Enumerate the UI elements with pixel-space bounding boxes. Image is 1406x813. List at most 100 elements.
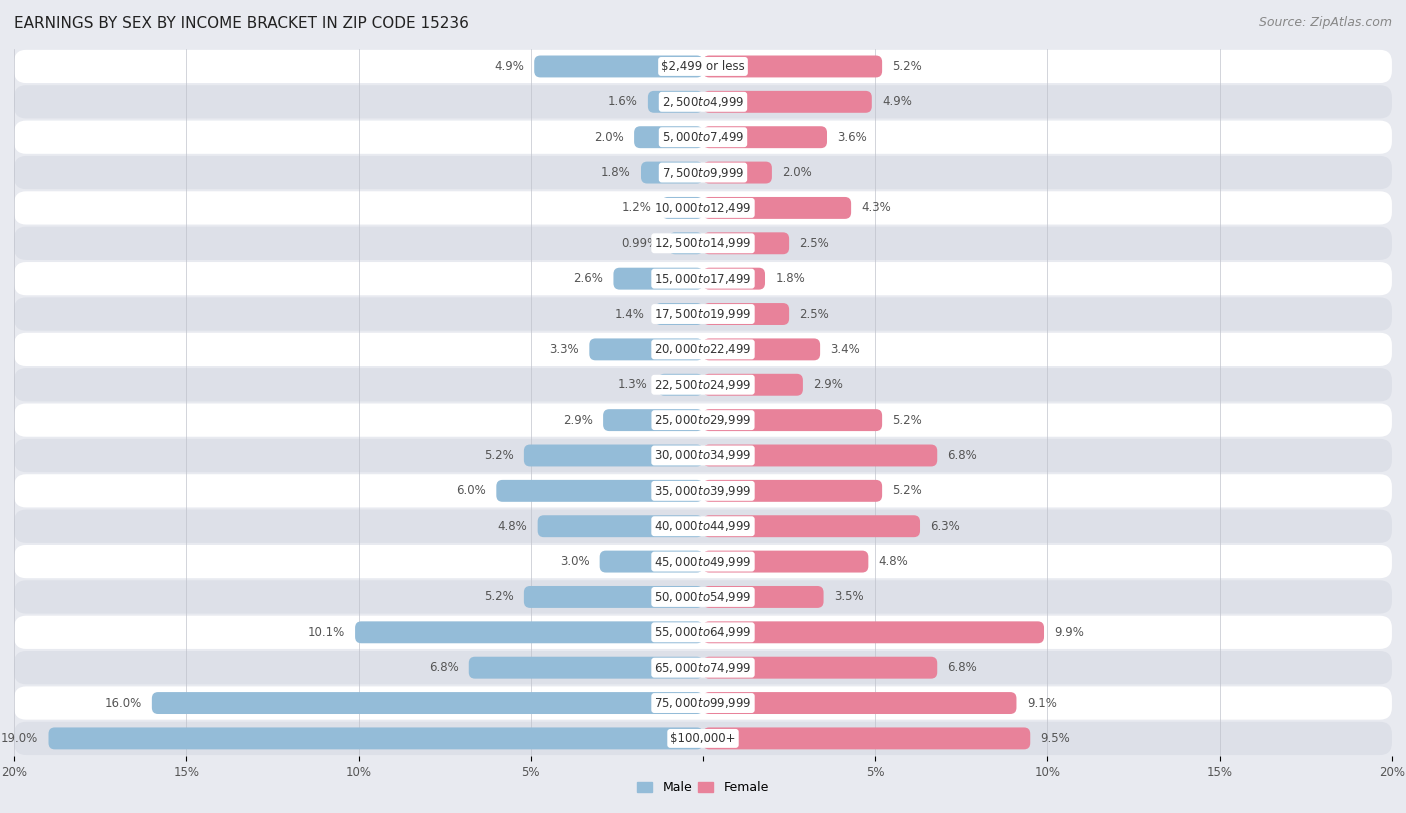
Text: 1.4%: 1.4%: [614, 307, 644, 320]
Text: 2.9%: 2.9%: [813, 378, 844, 391]
FancyBboxPatch shape: [648, 91, 703, 113]
FancyBboxPatch shape: [14, 580, 1392, 614]
FancyBboxPatch shape: [14, 545, 1392, 578]
Text: $45,000 to $49,999: $45,000 to $49,999: [654, 554, 752, 568]
Text: 3.0%: 3.0%: [560, 555, 589, 568]
Text: 6.8%: 6.8%: [429, 661, 458, 674]
Text: 2.0%: 2.0%: [782, 166, 813, 179]
Text: 2.6%: 2.6%: [574, 272, 603, 285]
Text: 3.6%: 3.6%: [838, 131, 868, 144]
FancyBboxPatch shape: [534, 55, 703, 77]
Text: 1.8%: 1.8%: [600, 166, 631, 179]
Text: $50,000 to $54,999: $50,000 to $54,999: [654, 590, 752, 604]
FancyBboxPatch shape: [14, 333, 1392, 366]
Text: EARNINGS BY SEX BY INCOME BRACKET IN ZIP CODE 15236: EARNINGS BY SEX BY INCOME BRACKET IN ZIP…: [14, 16, 470, 31]
FancyBboxPatch shape: [468, 657, 703, 679]
Text: $55,000 to $64,999: $55,000 to $64,999: [654, 625, 752, 639]
Text: 4.9%: 4.9%: [494, 60, 524, 73]
Text: 2.5%: 2.5%: [800, 307, 830, 320]
Text: 1.8%: 1.8%: [775, 272, 806, 285]
FancyBboxPatch shape: [703, 91, 872, 113]
Text: 5.2%: 5.2%: [893, 60, 922, 73]
FancyBboxPatch shape: [703, 550, 869, 572]
Text: $17,500 to $19,999: $17,500 to $19,999: [654, 307, 752, 321]
Text: 3.4%: 3.4%: [831, 343, 860, 356]
FancyBboxPatch shape: [655, 303, 703, 325]
FancyBboxPatch shape: [703, 515, 920, 537]
FancyBboxPatch shape: [599, 550, 703, 572]
FancyBboxPatch shape: [703, 233, 789, 254]
FancyBboxPatch shape: [152, 692, 703, 714]
FancyBboxPatch shape: [14, 615, 1392, 649]
Text: $40,000 to $44,999: $40,000 to $44,999: [654, 520, 752, 533]
Text: 6.3%: 6.3%: [931, 520, 960, 533]
FancyBboxPatch shape: [703, 728, 1031, 750]
FancyBboxPatch shape: [703, 126, 827, 148]
Text: $35,000 to $39,999: $35,000 to $39,999: [654, 484, 752, 498]
FancyBboxPatch shape: [703, 692, 1017, 714]
Text: $12,500 to $14,999: $12,500 to $14,999: [654, 237, 752, 250]
Text: $22,500 to $24,999: $22,500 to $24,999: [654, 378, 752, 392]
FancyBboxPatch shape: [703, 197, 851, 219]
FancyBboxPatch shape: [524, 586, 703, 608]
Text: 1.3%: 1.3%: [619, 378, 648, 391]
Text: 9.9%: 9.9%: [1054, 626, 1084, 639]
FancyBboxPatch shape: [14, 50, 1392, 83]
FancyBboxPatch shape: [703, 586, 824, 608]
FancyBboxPatch shape: [14, 85, 1392, 119]
Text: $2,500 to $4,999: $2,500 to $4,999: [662, 95, 744, 109]
Text: 5.2%: 5.2%: [893, 485, 922, 498]
Text: 4.3%: 4.3%: [862, 202, 891, 215]
Text: 16.0%: 16.0%: [104, 697, 142, 710]
FancyBboxPatch shape: [537, 515, 703, 537]
FancyBboxPatch shape: [14, 298, 1392, 331]
FancyBboxPatch shape: [496, 480, 703, 502]
FancyBboxPatch shape: [658, 374, 703, 396]
FancyBboxPatch shape: [14, 227, 1392, 260]
Text: $7,500 to $9,999: $7,500 to $9,999: [662, 166, 744, 180]
FancyBboxPatch shape: [703, 267, 765, 289]
Text: 5.2%: 5.2%: [893, 414, 922, 427]
FancyBboxPatch shape: [634, 126, 703, 148]
Text: $5,000 to $7,499: $5,000 to $7,499: [662, 130, 744, 144]
FancyBboxPatch shape: [14, 510, 1392, 543]
Text: 4.9%: 4.9%: [882, 95, 912, 108]
FancyBboxPatch shape: [603, 409, 703, 431]
Text: 1.2%: 1.2%: [621, 202, 651, 215]
FancyBboxPatch shape: [703, 162, 772, 184]
FancyBboxPatch shape: [14, 722, 1392, 755]
Text: 6.0%: 6.0%: [456, 485, 486, 498]
FancyBboxPatch shape: [613, 267, 703, 289]
FancyBboxPatch shape: [703, 338, 820, 360]
Text: 9.5%: 9.5%: [1040, 732, 1070, 745]
FancyBboxPatch shape: [14, 191, 1392, 224]
FancyBboxPatch shape: [703, 480, 882, 502]
Text: 5.2%: 5.2%: [484, 590, 513, 603]
Text: 9.1%: 9.1%: [1026, 697, 1057, 710]
Text: 6.8%: 6.8%: [948, 449, 977, 462]
Text: $75,000 to $99,999: $75,000 to $99,999: [654, 696, 752, 710]
FancyBboxPatch shape: [524, 445, 703, 467]
Text: $15,000 to $17,499: $15,000 to $17,499: [654, 272, 752, 285]
Text: 2.0%: 2.0%: [593, 131, 624, 144]
FancyBboxPatch shape: [14, 403, 1392, 437]
FancyBboxPatch shape: [703, 55, 882, 77]
FancyBboxPatch shape: [14, 368, 1392, 402]
FancyBboxPatch shape: [356, 621, 703, 643]
FancyBboxPatch shape: [703, 409, 882, 431]
Legend: Male, Female: Male, Female: [633, 776, 773, 799]
Text: $100,000+: $100,000+: [671, 732, 735, 745]
FancyBboxPatch shape: [48, 728, 703, 750]
Text: 4.8%: 4.8%: [879, 555, 908, 568]
Text: $2,499 or less: $2,499 or less: [661, 60, 745, 73]
Text: $30,000 to $34,999: $30,000 to $34,999: [654, 449, 752, 463]
Text: 3.3%: 3.3%: [550, 343, 579, 356]
FancyBboxPatch shape: [14, 262, 1392, 295]
FancyBboxPatch shape: [669, 233, 703, 254]
Text: 10.1%: 10.1%: [308, 626, 344, 639]
Text: $20,000 to $22,499: $20,000 to $22,499: [654, 342, 752, 356]
Text: 2.5%: 2.5%: [800, 237, 830, 250]
Text: 6.8%: 6.8%: [948, 661, 977, 674]
FancyBboxPatch shape: [641, 162, 703, 184]
Text: 1.6%: 1.6%: [607, 95, 637, 108]
